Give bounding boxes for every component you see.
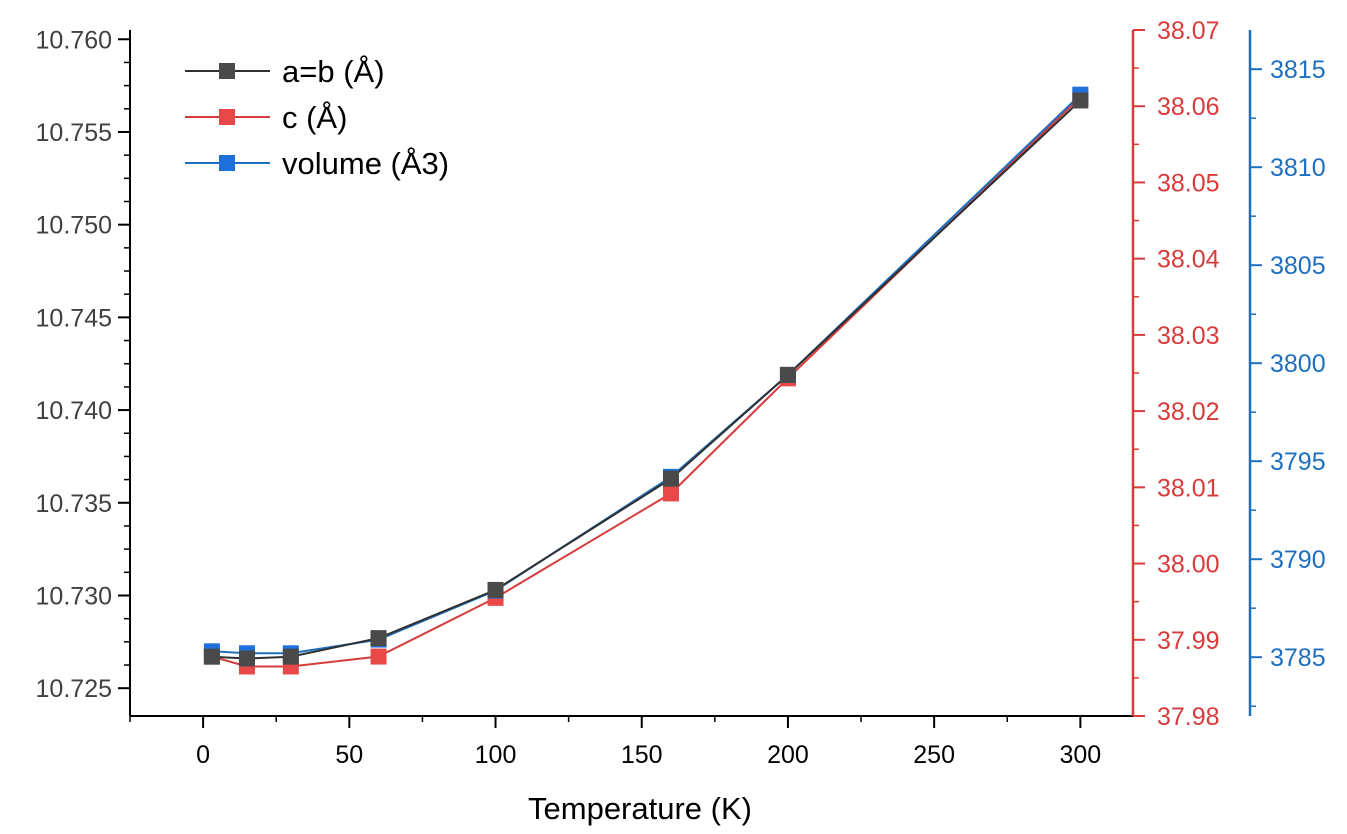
x-tick-label: 150: [621, 741, 663, 769]
x-axis-title: Temperature (K): [528, 791, 752, 826]
axes-layer: 0 50 100 150 200 250 300 10.725 10.730 10.735 10.7…: [36, 17, 1326, 769]
right-red-tick-label: 38.00: [1157, 551, 1220, 579]
series-1: [203, 92, 1089, 667]
left-y-tick-label: 10.750: [36, 212, 112, 240]
right-red-tick-label: 37.99: [1157, 627, 1220, 655]
data-point: [370, 630, 387, 647]
right-red-tick-label: 38.05: [1157, 169, 1220, 197]
data-point: [662, 485, 679, 502]
left-y-tick-label: 10.740: [36, 397, 112, 425]
right-red-tick-label: 37.98: [1157, 703, 1220, 731]
right-blue-tick-label: 3810: [1270, 154, 1326, 182]
x-tick-label: 0: [196, 741, 210, 769]
data-point: [487, 581, 504, 598]
data-point: [238, 650, 255, 667]
right-blue-tick-label: 3815: [1270, 56, 1326, 84]
legend-label: a=b (Å): [282, 54, 385, 89]
right-blue-tick-label: 3790: [1270, 546, 1326, 574]
right-red-tick-label: 38.02: [1157, 398, 1220, 426]
left-y-tick-label: 10.755: [36, 119, 112, 147]
legend-marker: [219, 63, 235, 79]
right-blue-tick-label: 3795: [1270, 448, 1326, 476]
series-line: [211, 99, 1082, 660]
left-y-tick-label: 10.745: [36, 304, 112, 332]
x-tick-label: 50: [335, 741, 363, 769]
right-blue-tick-label: 3800: [1270, 350, 1326, 378]
right-blue-tick-label: 3785: [1270, 644, 1326, 672]
series-layer: [203, 86, 1089, 675]
x-tick-label: 250: [913, 741, 955, 769]
x-tick-label: 200: [767, 741, 809, 769]
right-blue-tick-label: 3805: [1270, 252, 1326, 280]
right-red-tick-label: 38.06: [1157, 93, 1220, 121]
legend-label: c (Å): [282, 100, 347, 135]
right-red-tick-label: 38.03: [1157, 322, 1220, 350]
legend-entry: volume (Å3): [185, 146, 449, 181]
legend-label: volume (Å3): [282, 146, 449, 181]
right-red-tick-label: 38.04: [1157, 246, 1220, 274]
legend-entry: a=b (Å): [185, 54, 385, 89]
data-point: [662, 470, 679, 487]
left-y-tick-label: 10.730: [36, 582, 112, 610]
legend-marker: [219, 109, 235, 125]
left-y-tick-label: 10.760: [36, 26, 112, 54]
data-point: [370, 648, 387, 665]
x-tick-label: 300: [1060, 741, 1102, 769]
legend: a=b (Å) c (Å) volume (Å3): [185, 54, 449, 181]
legend-entry: c (Å): [185, 100, 347, 135]
left-y-tick-label: 10.735: [36, 490, 112, 518]
data-point: [779, 366, 796, 383]
data-point: [203, 648, 220, 665]
x-tick-label: 100: [475, 741, 517, 769]
right-red-tick-label: 38.01: [1157, 474, 1220, 502]
legend-marker: [219, 155, 235, 171]
data-point: [1072, 92, 1089, 109]
right-red-tick-label: 38.07: [1157, 17, 1220, 45]
data-point: [282, 648, 299, 665]
series-line: [211, 96, 1082, 668]
left-y-tick-label: 10.725: [36, 675, 112, 703]
